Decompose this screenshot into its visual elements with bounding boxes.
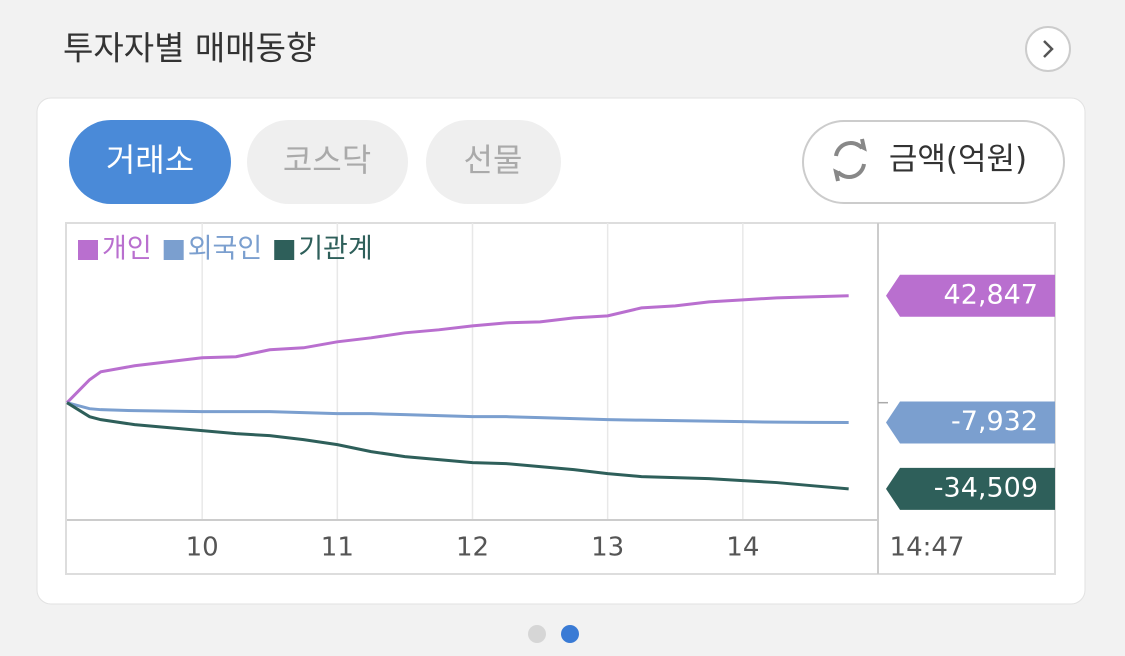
value-label: -34,509: [934, 472, 1038, 503]
page-dot-active[interactable]: [561, 625, 579, 643]
x-tick-label: 11: [321, 533, 354, 563]
chart-frame: [65, 222, 1056, 575]
tab[interactable]: [426, 120, 561, 204]
tab-label[interactable]: 코스닥: [283, 141, 371, 179]
title: 투자자별 매매동향: [63, 29, 316, 68]
tab[interactable]: [247, 120, 408, 204]
time-label: 14:47: [890, 533, 965, 563]
refresh-icon: [833, 138, 867, 182]
tab-active[interactable]: [69, 120, 231, 204]
value-tag: [886, 401, 1055, 444]
legend-label: 기관계: [298, 234, 373, 265]
x-tick-label: 14: [726, 533, 759, 563]
series-line: [65, 294, 849, 404]
series-line: [66, 401, 849, 424]
more-button[interactable]: [1025, 26, 1071, 72]
legend-swatch: [78, 240, 98, 260]
series-line: [66, 401, 849, 491]
tab-label[interactable]: 거래소: [106, 141, 194, 179]
legend-swatch: [163, 240, 184, 260]
unit-button[interactable]: [802, 120, 1065, 204]
value-label: 42,847: [944, 279, 1038, 310]
value-label: -7,932: [951, 406, 1038, 437]
x-tick-label: 13: [591, 533, 624, 563]
x-tick-label: 10: [186, 533, 219, 563]
value-tag: [886, 467, 1055, 510]
legend-label: 개인: [102, 234, 152, 265]
x-tick-label: 12: [456, 533, 489, 563]
tab-label[interactable]: 선물: [464, 141, 523, 179]
legend-label: 외국인: [188, 234, 263, 265]
page-dot[interactable]: [528, 625, 546, 643]
unit-label[interactable]: 금액(억원): [889, 142, 1027, 178]
legend-swatch: [274, 240, 295, 260]
value-tag: [886, 274, 1055, 317]
